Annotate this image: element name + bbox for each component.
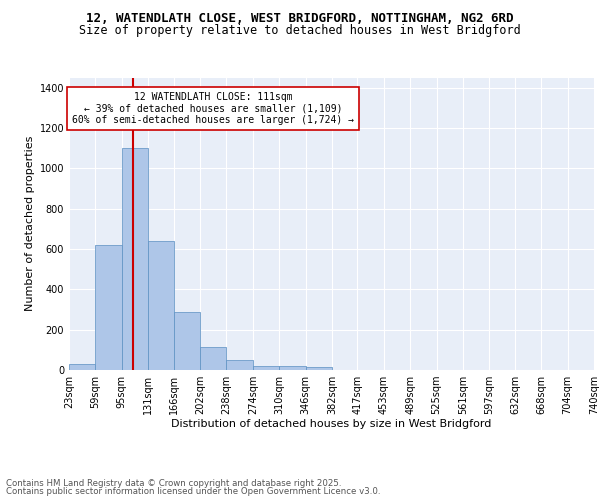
Bar: [253, 366, 279, 370]
Bar: [69, 364, 95, 370]
Bar: [279, 366, 305, 370]
Y-axis label: Number of detached properties: Number of detached properties: [25, 136, 35, 312]
Bar: [95, 245, 122, 370]
Text: 12, WATENDLATH CLOSE, WEST BRIDGFORD, NOTTINGHAM, NG2 6RD: 12, WATENDLATH CLOSE, WEST BRIDGFORD, NO…: [86, 12, 514, 26]
Text: 12 WATENDLATH CLOSE: 111sqm
← 39% of detached houses are smaller (1,109)
60% of : 12 WATENDLATH CLOSE: 111sqm ← 39% of det…: [72, 92, 354, 125]
Bar: [226, 360, 253, 370]
Bar: [305, 367, 332, 370]
Bar: [122, 148, 148, 370]
Bar: [148, 241, 174, 370]
Text: Contains HM Land Registry data © Crown copyright and database right 2025.: Contains HM Land Registry data © Crown c…: [6, 478, 341, 488]
Bar: [200, 347, 226, 370]
Text: Contains public sector information licensed under the Open Government Licence v3: Contains public sector information licen…: [6, 487, 380, 496]
X-axis label: Distribution of detached houses by size in West Bridgford: Distribution of detached houses by size …: [172, 418, 491, 428]
Bar: [174, 312, 200, 370]
Text: Size of property relative to detached houses in West Bridgford: Size of property relative to detached ho…: [79, 24, 521, 37]
